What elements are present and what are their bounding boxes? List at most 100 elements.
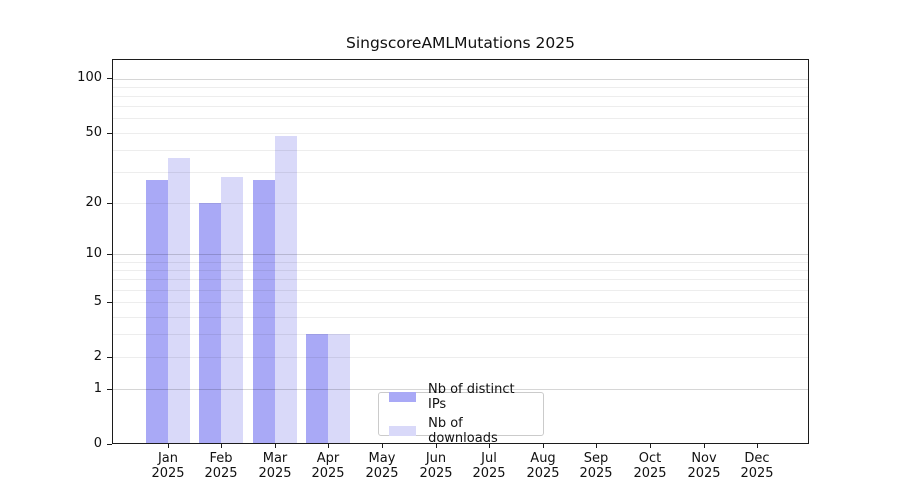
x-tick-mark <box>757 444 758 448</box>
x-label-month: Mar <box>262 451 288 466</box>
gridline-minor <box>112 86 809 88</box>
x-tick-mark <box>168 444 169 448</box>
x-label-year: 2025 <box>365 466 399 481</box>
gridline-major <box>112 78 809 80</box>
x-tick-label: Oct 2025 <box>618 451 682 481</box>
gridline-minor <box>112 357 809 358</box>
x-label-year: 2025 <box>472 466 506 481</box>
x-tick-label: Sep 2025 <box>564 451 628 481</box>
y-tick-label: 0 <box>93 436 102 451</box>
gridline-minor <box>112 289 809 291</box>
x-label-year: 2025 <box>204 466 238 481</box>
x-label-year: 2025 <box>258 466 292 481</box>
y-tick-label: 5 <box>93 294 102 309</box>
x-tick-mark <box>328 444 329 448</box>
gridline-minor <box>112 202 809 204</box>
bar-nb-of-downloads-apr <box>328 334 351 444</box>
gridline-minor <box>112 261 809 263</box>
x-label-month: Jan <box>157 451 179 466</box>
legend-label-distinct-ips: Nb of distinct IPs <box>427 382 515 412</box>
x-tick-label: Nov 2025 <box>672 451 736 481</box>
x-label-year: 2025 <box>419 466 453 481</box>
y-tick-mark <box>107 254 112 255</box>
y-tick-mark <box>107 203 112 204</box>
gridline-minor <box>112 279 809 281</box>
x-label-month: Dec <box>744 451 770 466</box>
y-tick-label: 100 <box>77 70 102 85</box>
gridline-minor <box>112 118 809 120</box>
legend-swatch-distinct-ips-icon <box>389 392 416 402</box>
x-tick-mark <box>543 444 544 448</box>
legend-label-downloads: Nb of downloads <box>428 416 498 446</box>
x-label-month: Aug <box>530 451 556 466</box>
x-tick-label: Jan 2025 <box>136 451 200 481</box>
x-tick-label: Aug 2025 <box>511 451 575 481</box>
x-label-year: 2025 <box>633 466 667 481</box>
x-label-month: Jul <box>481 451 497 466</box>
bar-nb-of-downloads-jan <box>167 158 190 444</box>
bar-nb-of-distinct-ips-jan <box>145 180 168 444</box>
bar-nb-of-distinct-ips-apr <box>306 334 329 444</box>
gridline-minor <box>112 302 809 304</box>
gridline-minor <box>112 96 809 97</box>
x-tick-mark <box>382 444 383 448</box>
gridline-major <box>112 389 809 391</box>
y-tick-mark <box>107 302 112 303</box>
x-label-year: 2025 <box>526 466 560 481</box>
x-tick-mark <box>275 444 276 448</box>
x-label-year: 2025 <box>151 466 185 481</box>
gridline-minor <box>112 316 809 318</box>
x-label-month: Apr <box>316 451 340 466</box>
y-tick-mark <box>107 357 112 358</box>
x-tick-mark <box>221 444 222 448</box>
gridline-minor <box>112 106 809 108</box>
y-tick-label: 20 <box>85 195 102 210</box>
x-tick-label: Dec 2025 <box>725 451 789 481</box>
x-label-month: Sep <box>583 451 609 466</box>
gridline-minor <box>112 270 809 271</box>
x-label-year: 2025 <box>579 466 613 481</box>
x-tick-label: Jul 2025 <box>457 451 521 481</box>
bar-nb-of-distinct-ips-mar <box>252 180 275 444</box>
x-tick-mark <box>704 444 705 448</box>
bar-nb-of-distinct-ips-feb <box>199 202 222 444</box>
x-tick-label: May 2025 <box>350 451 414 481</box>
x-label-month: May <box>368 451 396 466</box>
y-tick-mark <box>107 389 112 390</box>
legend-item-distinct-ips: Nb of distinct IPs <box>389 382 533 412</box>
x-tick-label: Feb 2025 <box>189 451 253 481</box>
chart-title: SingscoreAMLMutations 2025 <box>346 34 575 52</box>
x-label-month: Oct <box>638 451 662 466</box>
x-label-month: Feb <box>209 451 233 466</box>
x-tick-label: Apr 2025 <box>296 451 360 481</box>
x-label-year: 2025 <box>311 466 345 481</box>
bar-nb-of-downloads-feb <box>221 177 244 444</box>
gridline-minor <box>112 334 809 336</box>
legend-item-downloads: Nb of downloads <box>389 416 533 446</box>
y-tick-mark <box>107 444 112 445</box>
x-tick-mark <box>436 444 437 448</box>
x-label-year: 2025 <box>740 466 774 481</box>
y-tick-mark <box>107 78 112 79</box>
x-tick-mark <box>650 444 651 448</box>
gridline-minor <box>112 172 809 173</box>
x-label-month: Jun <box>425 451 447 466</box>
x-tick-label: Jun 2025 <box>404 451 468 481</box>
x-tick-label: Mar 2025 <box>243 451 307 481</box>
x-label-year: 2025 <box>687 466 721 481</box>
gridline-minor <box>112 132 809 134</box>
x-label-month: Nov <box>691 451 717 466</box>
y-tick-mark <box>107 133 112 134</box>
y-tick-label: 10 <box>85 246 102 261</box>
y-tick-label: 50 <box>85 125 102 140</box>
y-tick-label: 2 <box>93 349 102 364</box>
plot-frame <box>112 59 809 444</box>
legend: Nb of distinct IPs Nb of downloads <box>378 382 544 446</box>
gridline-major <box>112 254 809 256</box>
bar-nb-of-downloads-mar <box>274 135 297 444</box>
x-tick-mark <box>489 444 490 448</box>
y-tick-label: 1 <box>93 381 102 396</box>
x-tick-mark <box>596 444 597 448</box>
gridline-minor <box>112 149 809 151</box>
plot-area <box>112 59 809 444</box>
